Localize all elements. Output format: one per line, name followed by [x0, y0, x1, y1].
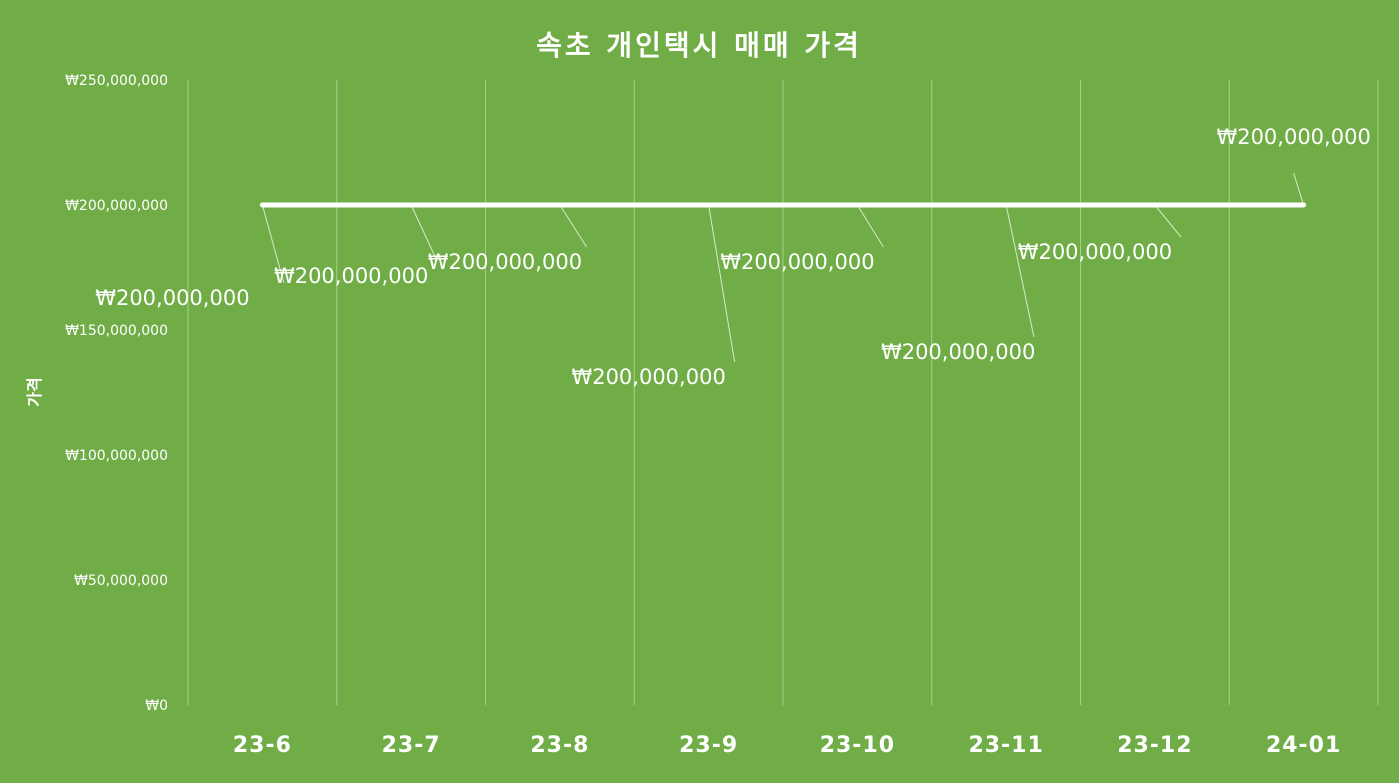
x-tick-label: 23-6	[233, 733, 292, 758]
y-tick-label: ₩250,000,000	[65, 73, 168, 89]
data-label-leader	[708, 204, 736, 363]
data-label: ₩200,000,000	[1216, 125, 1370, 149]
y-tick-label: ₩200,000,000	[65, 198, 168, 214]
data-label-leader	[856, 204, 884, 248]
data-label-leaders	[261, 172, 1305, 363]
y-axis-label: 가격	[25, 377, 44, 406]
data-label: ₩200,000,000	[881, 340, 1035, 364]
x-tick-label: 23-11	[968, 733, 1043, 758]
x-axis-ticks: 23-6 23-7 23-8 23-9 23-10 23-11 23-12 24-01	[233, 733, 1341, 758]
data-label-leader	[1154, 204, 1182, 238]
x-tick-label: 24-01	[1266, 733, 1341, 758]
data-labels: ₩200,000,000₩200,000,000₩200,000,000₩200…	[95, 125, 1371, 389]
chart-title: 속초 개인택시 매매 가격	[536, 29, 862, 62]
data-label-leader	[1293, 172, 1305, 206]
data-label: ₩200,000,000	[720, 250, 874, 274]
y-tick-label: ₩0	[145, 698, 168, 714]
y-axis-ticks: ₩0 ₩50,000,000 ₩100,000,000 ₩150,000,000 ₩20…	[65, 73, 168, 714]
data-label-leader	[559, 204, 588, 248]
y-tick-label: ₩50,000,000	[74, 573, 168, 589]
data-label: ₩200,000,000	[95, 286, 249, 310]
data-label: ₩200,000,000	[428, 250, 582, 274]
grid	[187, 80, 1379, 705]
data-label-leader	[410, 204, 438, 262]
x-tick-label: 23-7	[382, 733, 441, 758]
x-tick-label: 23-9	[679, 733, 738, 758]
x-tick-label: 23-12	[1117, 733, 1192, 758]
data-label: ₩200,000,000	[274, 264, 428, 288]
data-label: ₩200,000,000	[1018, 240, 1172, 264]
data-label-leader	[1005, 204, 1035, 338]
y-tick-label: ₩150,000,000	[65, 323, 168, 339]
y-tick-label: ₩100,000,000	[65, 448, 168, 464]
x-tick-label: 23-8	[530, 733, 589, 758]
x-tick-label: 23-10	[820, 733, 895, 758]
data-label-leader	[261, 204, 285, 284]
data-label: ₩200,000,000	[571, 365, 725, 389]
